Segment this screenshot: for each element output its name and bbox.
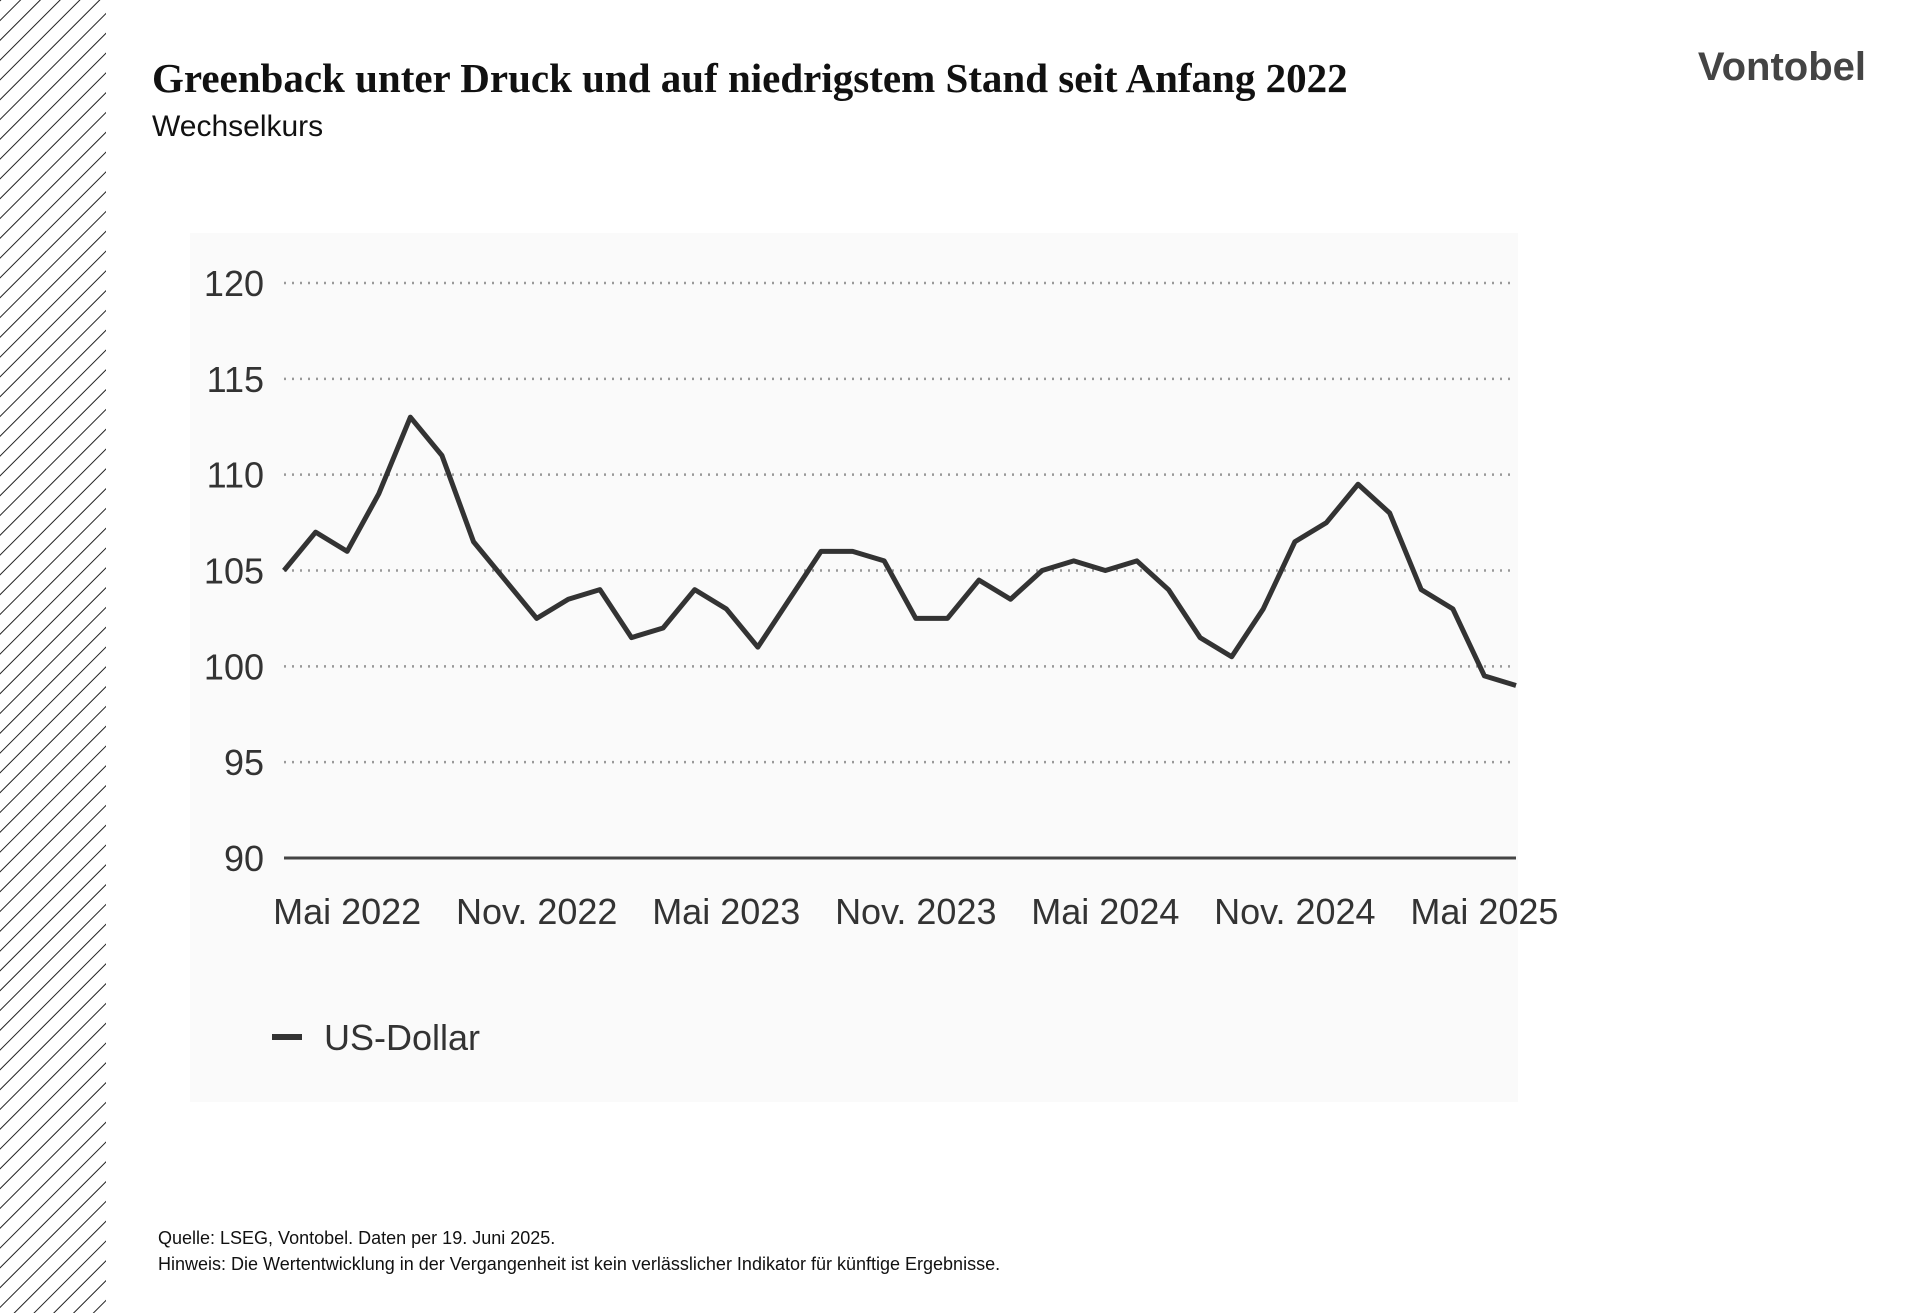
x-tick-label: Mai 2022 bbox=[273, 891, 421, 932]
chart-title: Greenback unter Druck und auf niedrigste… bbox=[152, 55, 1348, 101]
y-tick-label: 95 bbox=[224, 742, 264, 783]
x-tick-label: Mai 2024 bbox=[1031, 891, 1179, 932]
source-note: Quelle: LSEG, Vontobel. Daten per 19. Ju… bbox=[158, 1228, 555, 1248]
legend-label: US-Dollar bbox=[324, 1017, 480, 1058]
x-tick-label: Nov. 2024 bbox=[1214, 891, 1375, 932]
y-tick-label: 120 bbox=[204, 263, 264, 304]
x-tick-label: Mai 2025 bbox=[1410, 891, 1558, 932]
x-tick-label: Mai 2023 bbox=[652, 891, 800, 932]
y-tick-label: 110 bbox=[207, 455, 264, 496]
plot: 90 95 100 105 110 115 120 Mai 2022 Nov. 2022 Mai … bbox=[204, 263, 1559, 1058]
y-tick-label: 105 bbox=[204, 551, 264, 592]
y-tick-label: 115 bbox=[207, 359, 264, 400]
data-line bbox=[282, 414, 1517, 688]
chart-subtitle: Wechselkurs bbox=[152, 110, 323, 143]
y-tick-label: 100 bbox=[204, 646, 264, 687]
y-tick-label: 90 bbox=[224, 838, 264, 879]
x-tick-label: Nov. 2023 bbox=[835, 891, 996, 932]
x-tick-label: Nov. 2022 bbox=[456, 891, 617, 932]
hatch-stripe bbox=[0, 0, 106, 1313]
brand-logo: Vontobel bbox=[1698, 45, 1866, 89]
disclaimer-note: Hinweis: Die Wertentwicklung in der Verg… bbox=[158, 1254, 1000, 1274]
